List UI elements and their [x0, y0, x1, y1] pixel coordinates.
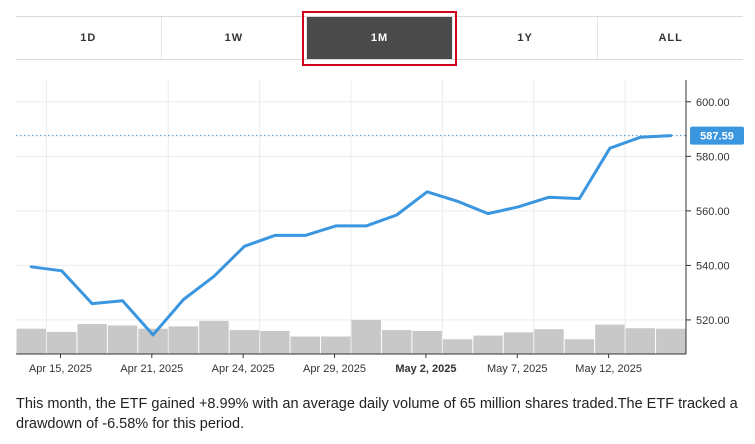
volume-bar: [138, 328, 168, 354]
x-tick-label: May 2, 2025: [395, 363, 456, 375]
current-price-label: 587.59: [700, 131, 734, 143]
volume-bar: [564, 339, 595, 354]
y-tick-label: 600.00: [696, 97, 730, 109]
volume-bar: [16, 328, 46, 354]
y-tick-label: 580.00: [696, 151, 730, 163]
volume-bar: [290, 336, 321, 354]
x-tick-label: Apr 21, 2025: [120, 363, 183, 375]
volume-bar: [595, 324, 625, 354]
tab-1w[interactable]: 1W: [162, 17, 308, 59]
volume-bar: [625, 328, 656, 354]
timeframe-tabs: 1D 1W 1M 1Y ALL: [16, 16, 743, 60]
volume-bar: [229, 330, 260, 354]
volume-bar: [260, 331, 290, 354]
y-tick-label: 520.00: [696, 315, 730, 327]
tab-all[interactable]: ALL: [658, 32, 683, 44]
current-price-badge: [690, 126, 744, 145]
volume-bar: [442, 339, 473, 354]
volume-bar: [46, 331, 77, 354]
x-tick-label: May 7, 2025: [487, 363, 548, 375]
volume-bar: [199, 320, 229, 354]
y-tick-label: 560.00: [696, 206, 730, 218]
price-chart: 600.00 580.00 560.00 540.00 520.00 587.59 Apr …: [0, 70, 755, 385]
volume-bar: [168, 326, 199, 354]
volume-bar: [381, 330, 412, 354]
x-tick-label: Apr 24, 2025: [212, 363, 275, 375]
volume-bar: [656, 328, 686, 354]
volume-bar: [412, 331, 442, 354]
tab-1y[interactable]: 1Y: [453, 17, 599, 59]
tab-1d[interactable]: 1D: [16, 17, 162, 59]
price-series-line: [29, 134, 673, 337]
volume-bar: [473, 335, 503, 354]
volume-bar: [77, 324, 107, 354]
x-tick-label: Apr 29, 2025: [303, 363, 366, 375]
volume-bar: [107, 325, 138, 354]
x-tick-label: May 12, 2025: [575, 363, 642, 375]
tab-1m[interactable]: 1M: [307, 17, 453, 59]
volume-bar: [534, 329, 564, 354]
price-chart-svg: 600.00 580.00 560.00 540.00 520.00 587.59 Apr …: [16, 80, 744, 375]
volume-bar: [503, 332, 534, 354]
volume-bar: [321, 336, 351, 354]
volume-bar: [351, 319, 381, 354]
y-tick-label: 540.00: [696, 260, 730, 272]
performance-summary: This month, the ETF gained +8.99% with a…: [16, 396, 738, 432]
x-tick-label: Apr 15, 2025: [29, 363, 92, 375]
